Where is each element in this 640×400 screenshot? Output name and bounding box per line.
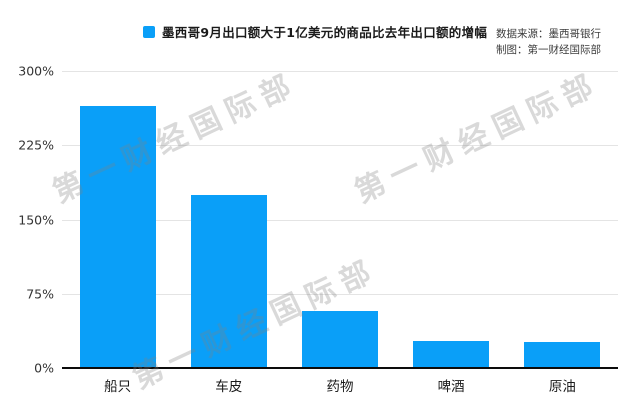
x-axis-line <box>62 367 618 369</box>
bar-车皮 <box>190 194 267 368</box>
gridline-225 <box>62 145 618 147</box>
x-tick-label: 车皮 <box>215 379 243 395</box>
bar-原油 <box>524 342 601 368</box>
bar-药物 <box>301 310 378 368</box>
gridline-150 <box>62 219 618 221</box>
data-source-line: 数据来源：墨西哥银行 <box>496 28 601 40</box>
chart-legend: 墨西哥9月出口额大于1亿美元的商品比去年出口额的增幅 <box>143 22 487 41</box>
y-tick-label: 75% <box>26 286 54 302</box>
gridline-300 <box>62 71 618 72</box>
bar-series <box>62 71 618 368</box>
legend-color-swatch <box>143 25 155 38</box>
x-tick-label: 船只 <box>104 379 132 395</box>
y-tick-label: 150% <box>18 212 54 227</box>
bar-船只 <box>79 105 156 368</box>
gridline-75 <box>62 293 618 295</box>
x-tick-label: 药物 <box>326 379 354 395</box>
plot-area <box>62 71 618 369</box>
x-tick-label: 啤酒 <box>437 379 465 395</box>
x-axis-labels: 船只 车皮 药物 啤酒 原油 <box>62 375 618 395</box>
source-credits: 数据来源：墨西哥银行 制图：第一财经国际部 <box>496 26 601 59</box>
y-tick-label: 225% <box>18 137 54 153</box>
y-tick-label: 0% <box>34 360 54 376</box>
chart-title: 墨西哥9月出口额大于1亿美元的商品比去年出口额的增幅 <box>162 25 488 40</box>
y-tick-label: 300% <box>18 63 54 79</box>
bar-啤酒 <box>413 341 490 368</box>
y-axis-labels: 300% 225% 150% 75% 0% <box>0 64 54 376</box>
chart-credit-line: 制图：第一财经国际部 <box>496 44 601 57</box>
x-tick-label: 原油 <box>548 379 576 395</box>
